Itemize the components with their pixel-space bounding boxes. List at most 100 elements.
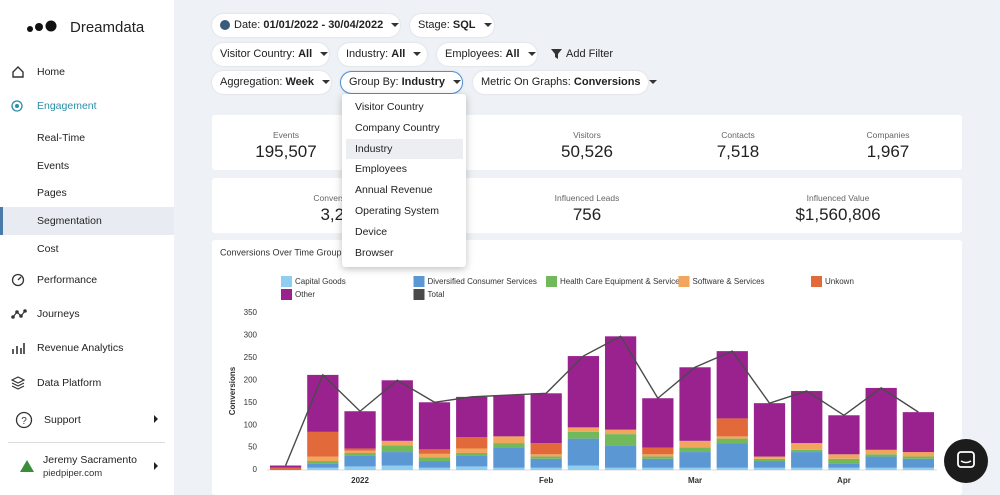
stats-card [212,178,962,233]
bar-segment [753,456,786,459]
filter-label: Stage: [418,19,450,31]
bar-segment [642,454,674,457]
dropdown-option[interactable]: Employees [355,163,407,176]
nav-subitem[interactable]: Segmentation [37,215,102,227]
bar-segment [679,452,711,468]
filter-value: Week [285,76,314,88]
chat-button[interactable] [944,439,988,483]
bar-segment [902,452,935,457]
legend-swatch [281,276,292,287]
bar-segment [567,427,600,432]
filter-pill[interactable]: Group By: Industry [340,71,463,94]
stat: Contacts 7,518 [668,130,808,162]
legend-swatch [281,289,292,300]
user-name[interactable]: Jeremy Sacramento [43,454,137,466]
x-tick-label: Feb [539,476,553,485]
dropdown-option[interactable]: Operating System [355,205,440,217]
nav-item[interactable]: Engagement [37,100,97,112]
logo [27,20,57,32]
y-tick-label: 200 [244,375,258,384]
legend-label: Capital Goods [295,277,346,286]
filter-pill[interactable]: Stage: SQL [410,14,494,37]
filter-pill[interactable]: Aggregation: Week [212,71,331,94]
bar-segment [418,449,451,454]
nav-item[interactable]: Revenue Analytics [37,342,124,354]
nav-item[interactable]: Performance [37,274,98,286]
group-by-dropdown: Visitor Country Company Country Industry Em… [342,94,466,267]
nav-item[interactable]: Data Platform [37,377,102,389]
bar-segment [865,387,897,450]
bar-segment [716,467,748,470]
dropdown-option[interactable]: Browser [355,246,394,259]
stat: Visitors 50,526 [517,130,657,162]
bar-segment [716,438,748,444]
legend-label: Software & Services [693,277,765,286]
bar-segment [456,452,488,456]
y-tick-label: 250 [244,353,258,362]
bar-segment [307,463,339,468]
y-axis-label: Conversions [228,366,237,415]
brand: Dreamdata [70,19,145,36]
filter-label: Employees: [445,48,503,60]
bar-segment [456,466,488,470]
nav-item[interactable]: Support [44,414,81,426]
bar-segment [791,391,823,444]
revenue-icon [12,343,25,354]
chart-title: Conversions Over Time Group [220,247,342,257]
dropdown-option[interactable]: Device [355,225,388,238]
bar-segment [828,463,860,468]
filter-pill[interactable]: Metric On Graphs: Conversions [473,71,657,94]
filter-pill[interactable]: Visitor Country: All [212,43,329,66]
bar-segment [791,443,823,450]
dropdown-option[interactable]: Visitor Country [355,101,424,113]
bar-segment [716,443,748,468]
chevron [154,415,158,423]
filter-value: All [298,48,313,60]
bar-segment [307,456,339,462]
bar-segment [753,458,786,462]
stat-label: Influenced Leads [554,193,620,203]
bar-segment [865,454,897,457]
nav-subitem[interactable]: Cost [37,243,59,255]
dropdown-option[interactable]: Industry [346,138,463,159]
filter-pill[interactable]: Employees: All [437,43,537,66]
bar-segment [828,454,860,459]
bar-segment [456,455,488,467]
stat-label: Events [273,130,299,140]
nav-item[interactable]: Journeys [37,308,80,320]
stat-value: 195,507 [255,142,317,161]
nav-item[interactable]: Home [37,66,66,78]
y-tick-label: 50 [248,443,257,452]
bar-segment [642,447,674,455]
filter-value: Industry [401,76,445,88]
bar-segment [865,449,897,455]
bar-segment [865,467,897,470]
nav-subitem[interactable]: Events [37,160,70,172]
add-filter[interactable]: Add Filter [566,48,614,60]
dropdown-option[interactable]: Company Country [355,121,440,134]
bar-segment [679,440,711,448]
bar-segment [344,411,376,449]
bar-segment [902,456,935,459]
filter-label: Group By: [349,76,399,88]
bar-segment [381,440,413,446]
filter-pill[interactable]: Industry: All [338,43,427,66]
bar-segment [456,396,488,438]
dropdown-option[interactable]: Annual Revenue [355,184,433,197]
stat: Influenced Leads 756 [517,193,657,225]
nav-subitem[interactable]: Real-Time [37,132,86,144]
stat: Companies 1,967 [818,130,958,162]
bar-segment [530,393,562,444]
x-tick-label: 2022 [351,476,369,485]
divider [8,442,165,443]
nav-subitem[interactable]: Pages [37,187,67,199]
bar-segment [381,452,413,466]
bar-segment [307,374,339,432]
filter-pill[interactable]: Date: 01/01/2022 - 30/04/2022 [212,14,400,37]
bar-segment [381,380,413,441]
filter-value: 01/01/2022 - 30/04/2022 [263,19,384,31]
filter-value: SQL [452,19,476,31]
bar-segment [530,467,562,470]
legend-swatch [413,289,425,300]
stat-label: Contacts [721,130,755,140]
